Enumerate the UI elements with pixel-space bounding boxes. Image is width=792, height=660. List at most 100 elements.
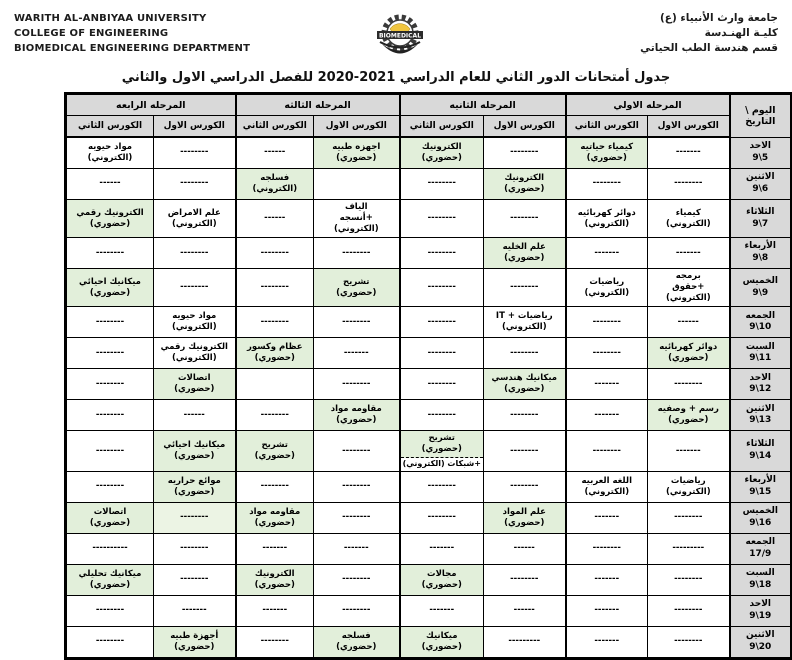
page-title: جدول أمتحانات الدور الثاني للعام الدراسي…	[121, 70, 671, 85]
day-date: 9\16	[749, 517, 772, 528]
exam-cell: -------	[313, 337, 401, 370]
day-date: 9\10	[749, 322, 772, 333]
exam-cell: فسلجه (الكتروني)	[234, 168, 315, 200]
table-row: السبت 9\18 -------- ------- -------- مجالات (…	[64, 563, 792, 596]
exam-cell: دوائر كهربائيه (الكتروني)	[564, 198, 649, 239]
day-name: الاثنين	[745, 630, 775, 641]
exam-cell: ---------	[647, 532, 731, 565]
exam-cell: --------	[398, 168, 485, 200]
hand-icon	[382, 44, 419, 54]
exam-cell: --------	[564, 337, 649, 370]
table-row: الخميس 9\9 برمجه +حقوق (الكتروني) رياضيات (…	[64, 268, 792, 308]
day-cell: الثلاثاء 9\7	[728, 198, 792, 239]
exam-cell: --------	[153, 563, 237, 596]
day-date: 9\15	[749, 486, 772, 497]
day-cell: الثلاثاء 9\14	[728, 430, 792, 472]
table-row: الثلاثاء 9\7 كيمياء (الكتروني) دوائر كهربائ…	[64, 198, 792, 239]
exam-cell: كيمياء (الكتروني)	[647, 198, 731, 239]
day-cell: الاحد 9\5	[728, 136, 792, 169]
exam-cell: الكترونيك رقمي (حضوري)	[64, 198, 155, 239]
day-date: 9\19	[749, 610, 772, 621]
exam-cell-bottom: +شبكات (الكتروني)	[401, 458, 483, 471]
day-cell: الاحد 9\19	[728, 594, 792, 627]
exam-cell: --------	[313, 470, 401, 503]
exam-cell: -------	[564, 563, 649, 596]
exam-cell: -------	[564, 368, 649, 401]
biomedical-logo: BIOMEDICAL	[360, 11, 440, 61]
day-date: 9\11	[749, 353, 772, 364]
day-date: 17/9	[749, 548, 772, 559]
day-date: 9\5	[752, 152, 769, 163]
exam-cell: -------	[313, 532, 401, 565]
day-name: الخميس	[742, 276, 778, 287]
day-name: الجمعه	[745, 310, 776, 321]
exam-cell	[313, 168, 401, 200]
exam-cell: الكترونيك (حضوري)	[234, 563, 315, 596]
exam-cell: اتصالات (حضوري)	[64, 501, 155, 534]
table-row: الاثنين 9\13 رسم + وصفيه (حضوري) ------- ---…	[64, 399, 792, 432]
exam-cell: --------	[483, 470, 567, 503]
exam-cell: --------	[564, 532, 649, 565]
exam-cell: ------	[234, 198, 315, 239]
exam-cell: --------	[564, 168, 649, 200]
exam-cell: اتصالات (حضوري)	[153, 368, 237, 401]
exam-cell: اجهزه طبيه (حضوري)	[313, 136, 401, 169]
exam-cell: --------	[483, 337, 567, 370]
stage-header-3: المرحله الثالثه	[234, 93, 401, 116]
day-date: 9\7	[752, 218, 769, 229]
day-cell: الاحد 9\12	[728, 368, 792, 401]
exam-cell: -------	[564, 501, 649, 534]
course-second-header-stage4: الكورس الثاني	[64, 115, 155, 138]
table-row: الأربعاء 9\8 ------- ------- علم الخليه (حضو…	[64, 237, 792, 270]
exam-cell-top: تشريح (حضوري)	[401, 431, 483, 459]
day-cell: الاثنين 9\13	[728, 399, 792, 432]
exam-cell: --------	[398, 337, 485, 370]
course-first-header-stage3: الكورس الاول	[313, 115, 401, 138]
exam-cell: مواد حيويه (الكتروني)	[64, 136, 155, 169]
day-date-header: اليوم \ التاريخ	[728, 93, 792, 138]
stage-header-4: المرحله الرابعه	[64, 93, 237, 116]
day-cell: الأربعاء 9\8	[728, 237, 792, 270]
day-name: السبت	[745, 341, 775, 352]
table-row: الاحد 9\5 ------- كيمياء حياتيه (حضوري) ----…	[64, 136, 792, 169]
exam-cell: برمجه +حقوق (الكتروني)	[647, 268, 731, 308]
exam-cell: --------	[483, 268, 567, 308]
exam-cell: -------	[647, 136, 731, 169]
exam-cell: --------	[313, 594, 401, 627]
stage-header-1: المرحله الاولي	[564, 93, 731, 116]
exam-cell: تشريح (حضوري) +شبكات (الكتروني)	[398, 430, 485, 472]
exam-cell: --------	[398, 501, 485, 534]
exam-cell: علم الامراض (الكتروني)	[153, 198, 237, 239]
biomedical-logo-graphic: BIOMEDICAL	[377, 14, 424, 54]
exam-cell: رياضيات (الكتروني)	[564, 268, 649, 308]
exam-cell: --------	[64, 337, 155, 370]
exam-cell: تشريح (حضوري)	[313, 268, 401, 308]
exam-cell: --------	[398, 399, 485, 432]
table-row: الاثنين 9\20 -------- ------- --------- ميكان…	[64, 625, 792, 659]
exam-cell: -------	[564, 594, 649, 627]
course-second-header-stage3: الكورس الثاني	[234, 115, 315, 138]
exam-cell: --------	[647, 168, 731, 200]
exam-cell: تشريح (حضوري)	[234, 430, 315, 472]
table-row: الثلاثاء 9\14 ------- -------- -------- تشريح…	[64, 430, 792, 472]
exam-cell: الياف +أنسجه (الكتروني)	[313, 198, 401, 239]
exam-cell: مقاومه مواد (حضوري)	[234, 501, 315, 534]
exam-cell: -------	[398, 532, 485, 565]
day-name: الاثنين	[745, 403, 775, 414]
exam-cell: --------	[398, 306, 485, 339]
exam-cell: --------	[153, 532, 237, 565]
table-row: الجمعه 9\10 ------ -------- رياضيات + IT (ال…	[64, 306, 792, 339]
exam-cell: -------	[564, 625, 649, 659]
day-date: 9\6	[752, 184, 769, 194]
exam-cell: --------	[483, 399, 567, 432]
exam-cell: --------	[234, 237, 315, 270]
exam-cell: اللغه العربيه (الكتروني)	[564, 470, 649, 503]
table-row: الاثنين 9\6 -------- -------- الكترونيك (حضو…	[64, 168, 792, 200]
exam-cell: --------	[64, 625, 155, 659]
day-date: 9\8	[752, 253, 769, 264]
exam-cell: --------	[564, 430, 649, 472]
university-line-ar-1: جامعة وارث الأنبياء (ع)	[659, 12, 778, 24]
exam-cell: --------	[398, 470, 485, 503]
exam-cell: مجالات (حضوري)	[398, 563, 485, 596]
day-cell: السبت 9\11	[728, 337, 792, 370]
